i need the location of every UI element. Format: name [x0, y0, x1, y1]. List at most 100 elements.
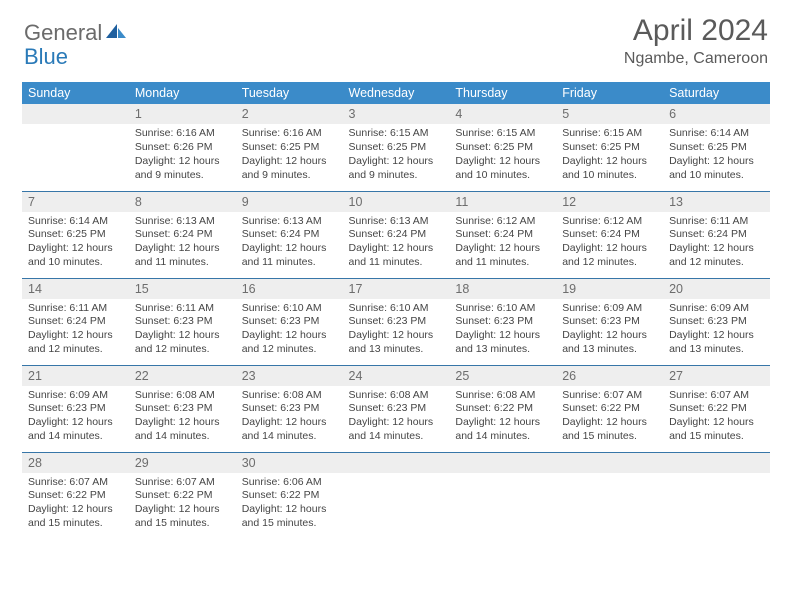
day-cell: 19Sunrise: 6:09 AMSunset: 6:23 PMDayligh… — [556, 278, 663, 365]
day-cell: 6Sunrise: 6:14 AMSunset: 6:25 PMDaylight… — [663, 104, 770, 191]
daylight-text: Daylight: 12 hours and 14 minutes. — [28, 416, 123, 444]
day-cell: 17Sunrise: 6:10 AMSunset: 6:23 PMDayligh… — [343, 278, 450, 365]
day-number: 27 — [663, 366, 770, 386]
day-cell: 27Sunrise: 6:07 AMSunset: 6:22 PMDayligh… — [663, 365, 770, 452]
sunset-text: Sunset: 6:24 PM — [28, 315, 123, 329]
day-cell: 21Sunrise: 6:09 AMSunset: 6:23 PMDayligh… — [22, 365, 129, 452]
sunset-text: Sunset: 6:24 PM — [669, 228, 764, 242]
logo-sub: Blue — [24, 44, 68, 70]
day-details: Sunrise: 6:13 AMSunset: 6:24 PMDaylight:… — [129, 212, 236, 274]
day-details: Sunrise: 6:10 AMSunset: 6:23 PMDaylight:… — [343, 299, 450, 361]
daylight-text: Daylight: 12 hours and 15 minutes. — [562, 416, 657, 444]
daylight-text: Daylight: 12 hours and 14 minutes. — [349, 416, 444, 444]
day-details: Sunrise: 6:11 AMSunset: 6:24 PMDaylight:… — [663, 212, 770, 274]
sunrise-text: Sunrise: 6:16 AM — [242, 127, 337, 141]
sunrise-text: Sunrise: 6:12 AM — [455, 215, 550, 229]
day-number: 24 — [343, 366, 450, 386]
day-number: 7 — [22, 192, 129, 212]
sunrise-text: Sunrise: 6:10 AM — [455, 302, 550, 316]
sunrise-text: Sunrise: 6:08 AM — [349, 389, 444, 403]
day-number: 3 — [343, 104, 450, 124]
day-details: Sunrise: 6:14 AMSunset: 6:25 PMDaylight:… — [663, 124, 770, 186]
month-title: April 2024 — [624, 14, 768, 48]
day-details: Sunrise: 6:16 AMSunset: 6:26 PMDaylight:… — [129, 124, 236, 186]
day-cell — [663, 452, 770, 539]
sunrise-text: Sunrise: 6:15 AM — [455, 127, 550, 141]
day-details: Sunrise: 6:12 AMSunset: 6:24 PMDaylight:… — [556, 212, 663, 274]
sunset-text: Sunset: 6:24 PM — [349, 228, 444, 242]
sunset-text: Sunset: 6:25 PM — [669, 141, 764, 155]
day-cell: 25Sunrise: 6:08 AMSunset: 6:22 PMDayligh… — [449, 365, 556, 452]
day-number: 30 — [236, 453, 343, 473]
sunrise-text: Sunrise: 6:10 AM — [349, 302, 444, 316]
sunrise-text: Sunrise: 6:13 AM — [135, 215, 230, 229]
sunrise-text: Sunrise: 6:13 AM — [349, 215, 444, 229]
sunrise-text: Sunrise: 6:08 AM — [455, 389, 550, 403]
week-row: 28Sunrise: 6:07 AMSunset: 6:22 PMDayligh… — [22, 452, 770, 539]
daylight-text: Daylight: 12 hours and 9 minutes. — [242, 155, 337, 183]
day-details: Sunrise: 6:13 AMSunset: 6:24 PMDaylight:… — [236, 212, 343, 274]
day-details: Sunrise: 6:07 AMSunset: 6:22 PMDaylight:… — [22, 473, 129, 535]
daylight-text: Daylight: 12 hours and 9 minutes. — [135, 155, 230, 183]
day-number — [663, 453, 770, 473]
week-row: 1Sunrise: 6:16 AMSunset: 6:26 PMDaylight… — [22, 104, 770, 191]
day-cell: 30Sunrise: 6:06 AMSunset: 6:22 PMDayligh… — [236, 452, 343, 539]
daylight-text: Daylight: 12 hours and 13 minutes. — [349, 329, 444, 357]
sunrise-text: Sunrise: 6:13 AM — [242, 215, 337, 229]
day-number: 19 — [556, 279, 663, 299]
day-details: Sunrise: 6:06 AMSunset: 6:22 PMDaylight:… — [236, 473, 343, 535]
day-cell: 12Sunrise: 6:12 AMSunset: 6:24 PMDayligh… — [556, 191, 663, 278]
day-cell: 18Sunrise: 6:10 AMSunset: 6:23 PMDayligh… — [449, 278, 556, 365]
sunrise-text: Sunrise: 6:06 AM — [242, 476, 337, 490]
sunrise-text: Sunrise: 6:14 AM — [669, 127, 764, 141]
sunset-text: Sunset: 6:23 PM — [135, 402, 230, 416]
weekday-header: Monday — [129, 82, 236, 104]
day-cell: 1Sunrise: 6:16 AMSunset: 6:26 PMDaylight… — [129, 104, 236, 191]
day-details: Sunrise: 6:10 AMSunset: 6:23 PMDaylight:… — [449, 299, 556, 361]
sunrise-text: Sunrise: 6:12 AM — [562, 215, 657, 229]
sunset-text: Sunset: 6:25 PM — [455, 141, 550, 155]
day-number: 5 — [556, 104, 663, 124]
day-details: Sunrise: 6:14 AMSunset: 6:25 PMDaylight:… — [22, 212, 129, 274]
sunrise-text: Sunrise: 6:07 AM — [669, 389, 764, 403]
day-details: Sunrise: 6:13 AMSunset: 6:24 PMDaylight:… — [343, 212, 450, 274]
sunrise-text: Sunrise: 6:11 AM — [28, 302, 123, 316]
calendar-body: 1Sunrise: 6:16 AMSunset: 6:26 PMDaylight… — [22, 104, 770, 539]
daylight-text: Daylight: 12 hours and 12 minutes. — [242, 329, 337, 357]
day-cell: 14Sunrise: 6:11 AMSunset: 6:24 PMDayligh… — [22, 278, 129, 365]
day-details: Sunrise: 6:08 AMSunset: 6:23 PMDaylight:… — [129, 386, 236, 448]
sunrise-text: Sunrise: 6:07 AM — [28, 476, 123, 490]
day-cell: 24Sunrise: 6:08 AMSunset: 6:23 PMDayligh… — [343, 365, 450, 452]
sunrise-text: Sunrise: 6:09 AM — [562, 302, 657, 316]
day-number — [343, 453, 450, 473]
sunset-text: Sunset: 6:26 PM — [135, 141, 230, 155]
daylight-text: Daylight: 12 hours and 13 minutes. — [455, 329, 550, 357]
day-cell: 2Sunrise: 6:16 AMSunset: 6:25 PMDaylight… — [236, 104, 343, 191]
sunrise-text: Sunrise: 6:15 AM — [349, 127, 444, 141]
sunrise-text: Sunrise: 6:08 AM — [242, 389, 337, 403]
daylight-text: Daylight: 12 hours and 10 minutes. — [562, 155, 657, 183]
daylight-text: Daylight: 12 hours and 14 minutes. — [455, 416, 550, 444]
calendar-table: Sunday Monday Tuesday Wednesday Thursday… — [22, 82, 770, 539]
day-cell: 11Sunrise: 6:12 AMSunset: 6:24 PMDayligh… — [449, 191, 556, 278]
day-cell — [22, 104, 129, 191]
daylight-text: Daylight: 12 hours and 11 minutes. — [455, 242, 550, 270]
day-number: 9 — [236, 192, 343, 212]
day-cell: 3 Sunrise: 6:15 AMSunset: 6:25 PMDaylight… — [343, 104, 450, 191]
logo: General — [24, 14, 129, 46]
day-number: 26 — [556, 366, 663, 386]
day-number: 17 — [343, 279, 450, 299]
sunset-text: Sunset: 6:22 PM — [242, 489, 337, 503]
day-number: 10 — [343, 192, 450, 212]
sunset-text: Sunset: 6:23 PM — [349, 315, 444, 329]
sunset-text: Sunset: 6:22 PM — [562, 402, 657, 416]
day-cell: 16Sunrise: 6:10 AMSunset: 6:23 PMDayligh… — [236, 278, 343, 365]
sunrise-text: Sunrise: 6:07 AM — [562, 389, 657, 403]
day-details: Sunrise: 6:15 AMSunset: 6:25 PMDaylight:… — [449, 124, 556, 186]
day-cell: 20Sunrise: 6:09 AMSunset: 6:23 PMDayligh… — [663, 278, 770, 365]
day-number — [22, 104, 129, 124]
sunset-text: Sunset: 6:25 PM — [562, 141, 657, 155]
weekday-header: Sunday — [22, 82, 129, 104]
sunset-text: Sunset: 6:25 PM — [349, 141, 444, 155]
daylight-text: Daylight: 12 hours and 9 minutes. — [349, 155, 444, 183]
